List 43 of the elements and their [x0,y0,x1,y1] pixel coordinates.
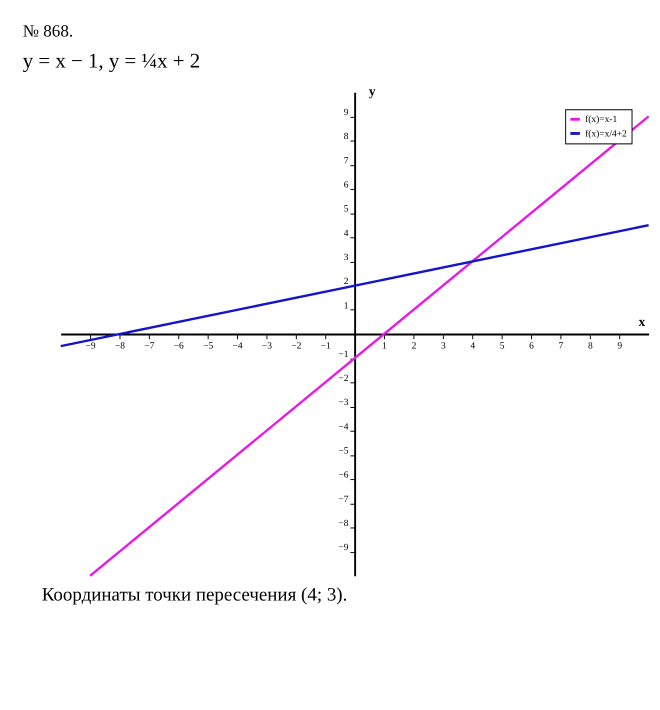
x-tick-label: 6 [529,342,534,352]
y-tick-label: −4 [338,422,349,432]
x-tick-label: −1 [320,342,332,352]
y-tick-label: 1 [344,301,349,312]
y-tick-label: −8 [338,519,349,530]
y-tick-label: 3 [344,253,349,264]
x-tick-label: 7 [558,342,564,352]
y-tick-label: −3 [338,398,349,408]
chart-title: № 868. [22,21,74,40]
y-tick-label: 2 [344,277,349,288]
x-tick-label: 1 [382,342,388,352]
y-tick-label: 7 [344,156,349,166]
y-tick-label: 9 [344,108,349,118]
legend-label: f(x)=x-1 [585,115,618,126]
chart-subtitle: y = x − 1, y = ¼x + 2 [22,48,200,73]
y-tick-label: −9 [338,543,349,554]
x-tick-label: −7 [144,342,155,352]
x-tick-label: −4 [232,342,243,352]
y-tick-label: −2 [338,374,349,384]
x-tick-label: 3 [440,342,446,352]
x-tick-label: 4 [470,342,476,352]
y-tick-label: −6 [338,470,349,481]
y-tick-label: 4 [344,228,349,239]
x-tick-label: 2 [412,342,417,352]
text: Координаты точки пересечения (4; 3). [42,584,348,606]
x-tick-label: −5 [203,342,214,352]
y-tick-label: −5 [338,446,349,457]
x-tick-label: −2 [291,342,302,352]
x-tick-label: −6 [174,342,184,352]
y-tick-label: 5 [344,204,349,215]
x-tick-label: 5 [500,342,505,352]
y-tick-label: −1 [338,350,349,360]
x-tick-label: 8 [588,342,593,352]
y-axis-title: y [368,84,376,99]
x-axis-title: x [638,314,646,329]
y-tick-label: −7 [338,494,349,505]
legend-label: f(x)=x/4+2 [585,129,628,140]
y-tick-label: 6 [344,180,349,191]
y-tick-label: 8 [344,132,349,142]
x-tick-label: −8 [114,342,126,352]
x-tick-label: −3 [262,342,272,352]
x-tick-label: 9 [617,342,622,352]
x-tick-label: −9 [86,342,96,352]
